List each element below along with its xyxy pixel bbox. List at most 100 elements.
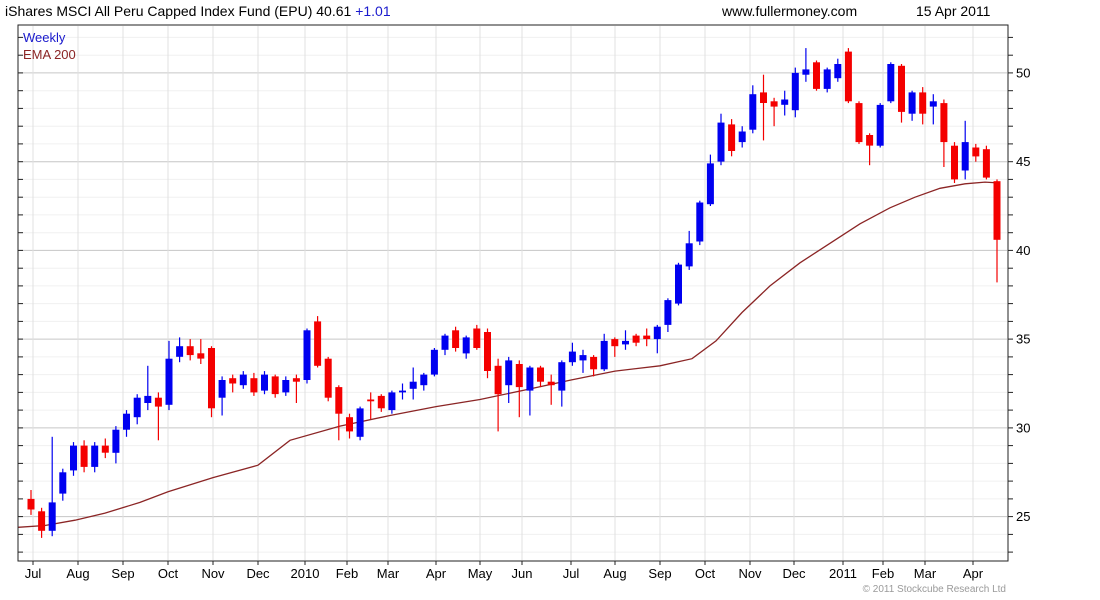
y-axis-label: 30 <box>1016 420 1030 435</box>
candle-down <box>101 445 109 453</box>
x-axis-label: 2010 <box>291 566 320 581</box>
candle-up <box>462 337 470 354</box>
candle-up <box>356 408 364 437</box>
y-axis-label: 45 <box>1016 154 1030 169</box>
candle-down <box>940 103 948 143</box>
candle-up <box>675 264 682 304</box>
candle-up <box>558 362 566 391</box>
x-axis-label: Nov <box>738 566 762 581</box>
x-axis-label: Mar <box>914 566 937 581</box>
ema-200-line <box>17 181 1001 528</box>
candle-down <box>537 367 544 382</box>
candle-up <box>239 374 247 386</box>
x-axis-label: Jul <box>563 566 580 581</box>
candle-up <box>802 69 810 75</box>
x-axis-label: Nov <box>201 566 225 581</box>
x-axis-label: Oct <box>695 566 716 581</box>
candle-up <box>579 355 587 361</box>
candle-up <box>568 351 576 363</box>
candle-down <box>515 364 523 388</box>
candle-down <box>250 378 258 393</box>
legend-ema: EMA 200 <box>23 47 76 62</box>
candle-up <box>59 472 67 494</box>
candle-up <box>834 64 842 79</box>
candle-down <box>919 92 927 114</box>
candle-up <box>696 202 704 242</box>
x-axis-label: Jun <box>512 566 533 581</box>
candle-down <box>855 103 863 143</box>
chart-title-change: +1.01 <box>355 3 391 19</box>
candle-up <box>738 131 746 143</box>
candle-down <box>154 397 162 407</box>
x-axis-label: Apr <box>963 566 984 581</box>
candle-down <box>844 51 852 102</box>
x-axis-label: Aug <box>66 566 89 581</box>
candle-down <box>229 378 237 384</box>
candle-up <box>876 104 884 146</box>
candle-up <box>165 358 173 405</box>
candle-up <box>781 99 789 105</box>
candle-up <box>261 374 268 391</box>
x-axis-label: Dec <box>246 566 270 581</box>
candle-down <box>770 101 778 107</box>
candle-up <box>685 243 693 267</box>
candle-up <box>144 395 152 403</box>
candle-down <box>197 353 205 359</box>
candle-up <box>282 380 290 393</box>
x-axis-label: Jul <box>25 566 42 581</box>
candle-down <box>314 321 322 366</box>
candle-down <box>898 65 905 112</box>
x-axis-label: Dec <box>782 566 806 581</box>
candle-down <box>186 346 194 356</box>
candle-up <box>622 340 629 345</box>
candle-up <box>961 142 969 171</box>
y-axis-label: 25 <box>1016 509 1030 524</box>
candle-down <box>377 395 385 409</box>
candle-up <box>717 122 725 162</box>
candle-up <box>823 69 831 89</box>
candle-down <box>972 147 980 157</box>
candle-up <box>887 64 895 102</box>
x-axis-label: Aug <box>603 566 626 581</box>
candle-down <box>632 335 640 343</box>
x-axis-label: 2011 <box>829 566 857 581</box>
candle-up <box>526 367 534 391</box>
candle-up <box>388 392 396 411</box>
candle-down <box>38 511 46 531</box>
candle-down <box>813 62 820 89</box>
legend-timeframe: Weekly <box>23 30 66 45</box>
x-axis-label: Mar <box>377 566 400 581</box>
candle-up <box>430 349 438 375</box>
candle-up <box>706 163 714 205</box>
x-axis-label: Oct <box>158 566 179 581</box>
copyright-text: © 2011 Stockcube Research Ltd <box>862 584 1006 595</box>
candle-down <box>292 378 300 382</box>
x-axis-label: Apr <box>426 566 447 581</box>
chart-date: 15 Apr 2011 <box>916 3 991 19</box>
candle-down <box>208 348 215 409</box>
y-axis-label: 40 <box>1016 243 1030 258</box>
candle-up <box>600 340 608 370</box>
candle-up <box>91 445 99 467</box>
candle-down <box>611 339 619 347</box>
candle-up <box>653 326 661 340</box>
candle-down <box>866 135 874 146</box>
candle-down <box>547 381 555 386</box>
candle-up <box>409 381 417 389</box>
candle-up <box>791 72 799 111</box>
candle-up <box>929 101 937 107</box>
site-url-text: www.fullermoney.com <box>722 3 858 19</box>
candle-up <box>303 330 311 380</box>
candle-up <box>908 92 916 114</box>
candle-up <box>399 390 406 393</box>
candle-down <box>728 124 736 151</box>
candle-up <box>420 374 428 386</box>
candle-down <box>27 498 35 510</box>
candle-down <box>590 356 598 370</box>
candle-down <box>473 328 481 348</box>
chart-title-main: iShares MSCI All Peru Capped Index Fund … <box>5 3 352 19</box>
candle-up <box>70 445 77 471</box>
candle-up <box>441 335 449 350</box>
